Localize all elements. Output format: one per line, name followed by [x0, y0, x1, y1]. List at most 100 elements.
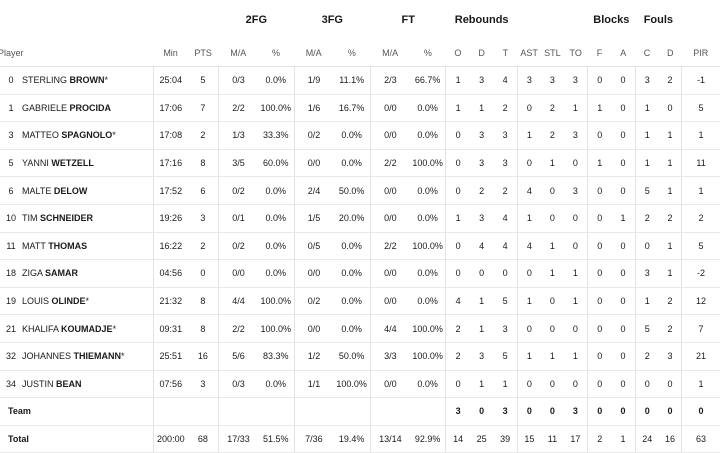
cell-2fg-ma: 2/2 [218, 314, 258, 343]
cell-blk-a: 0 [611, 232, 636, 261]
player-cell[interactable]: 1 GABRIELE PROCIDA [0, 94, 154, 123]
player-cell[interactable]: 18 ZIGA SAMAR [0, 259, 154, 288]
col-reb-o[interactable]: O [445, 40, 470, 67]
table-row: 34 JUSTIN BEAN 07:56 3 0/3 0.0% 1/1 100.0% 0/0 0.… [0, 370, 720, 399]
team-foul-d: 0 [658, 397, 682, 426]
total-reb-o: 14 [445, 425, 470, 453]
player-cell[interactable]: 32 JOHANNES THIEMANN* [0, 342, 154, 371]
team-reb-t: 3 [493, 397, 518, 426]
cell-foul-c: 3 [634, 259, 659, 288]
player-last-name: BEAN [56, 378, 82, 389]
cell-ft-pct: 0.0% [409, 204, 446, 233]
col-min[interactable]: Min [153, 40, 188, 67]
col-foul-d[interactable]: D [658, 40, 682, 67]
cell-ast: 1 [516, 204, 542, 233]
cell-ft-ma: 2/2 [370, 149, 410, 178]
col-reb-t[interactable]: T [493, 40, 518, 67]
cell-foul-d: 0 [658, 370, 682, 399]
cell-foul-d: 2 [658, 204, 682, 233]
total-reb-d: 25 [469, 425, 494, 453]
cell-min: 17:08 [153, 121, 188, 150]
player-cell[interactable]: 11 MATT THOMAS [0, 232, 154, 261]
cell-reb-o: 2 [445, 314, 470, 343]
cell-reb-o: 2 [445, 342, 470, 371]
player-cell[interactable]: 19 LOUIS OLINDE* [0, 287, 154, 316]
col-reb-d[interactable]: D [469, 40, 494, 67]
cell-reb-d: 2 [469, 176, 494, 205]
cell-ft-pct: 100.0% [409, 149, 446, 178]
player-cell[interactable]: 10 TIM SCHNEIDER [0, 204, 154, 233]
col-blk-a[interactable]: A [611, 40, 636, 67]
cell-ast: 0 [516, 94, 542, 123]
cell-to: 1 [563, 287, 588, 316]
cell-foul-c: 2 [634, 204, 659, 233]
player-first-name: MATT [22, 240, 46, 251]
total-foul-d: 16 [658, 425, 682, 453]
cell-reb-o: 1 [445, 204, 470, 233]
cell-foul-d: 2 [658, 287, 682, 316]
player-cell[interactable]: 6 MALTE DELOW [0, 176, 154, 205]
cell-min: 25:51 [153, 342, 188, 371]
cell-to: 0 [563, 149, 588, 178]
cell-3fg-ma: 0/2 [293, 287, 334, 316]
col-stl[interactable]: STL [541, 40, 564, 67]
player-first-name: STERLING [22, 75, 68, 86]
cell-foul-c: 5 [634, 314, 659, 343]
cell-pir: 1 [681, 370, 720, 399]
total-blk-f: 2 [587, 425, 612, 453]
table-row: 0 STERLING BROWN* 25:04 5 0/3 0.0% 1/9 11.1% 2/3… [0, 66, 720, 95]
col-3fg-pct[interactable]: % [333, 40, 371, 67]
cell-reb-d: 3 [469, 204, 494, 233]
col-blk-f[interactable]: F [587, 40, 612, 67]
col-3fg-ma[interactable]: M/A [294, 40, 334, 67]
cell-ft-pct: 0.0% [409, 370, 446, 399]
team-pir: 0 [681, 397, 720, 426]
player-cell[interactable]: 3 MATTEO SPAGNOLO* [0, 121, 154, 150]
player-first-name: JOHANNES [22, 351, 72, 362]
cell-stl: 0 [541, 314, 564, 343]
cell-blk-f: 0 [587, 370, 612, 399]
player-cell[interactable]: 0 STERLING BROWN* [0, 66, 154, 95]
cell-reb-o: 0 [445, 232, 470, 261]
player-cell[interactable]: 34 JUSTIN BEAN [0, 370, 154, 399]
cell-stl: 2 [541, 94, 564, 123]
cell-foul-d: 1 [658, 259, 682, 288]
col-ft-pct[interactable]: % [409, 40, 446, 67]
player-cell[interactable]: 5 YANNI WETZELL [0, 149, 154, 178]
cell-blk-a: 0 [611, 66, 636, 95]
group-fouls: Fouls [643, 14, 674, 26]
group-rebounds: Rebounds [454, 14, 509, 26]
cell-stl: 1 [541, 149, 564, 178]
cell-ft-pct: 0.0% [409, 259, 446, 288]
col-foul-c[interactable]: C [635, 40, 659, 67]
cell-2fg-ma: 0/0 [218, 259, 258, 288]
col-ft-ma[interactable]: M/A [370, 40, 410, 67]
col-pir[interactable]: PIR [681, 40, 720, 67]
cell-foul-d: 2 [658, 314, 682, 343]
col-2fg-pct[interactable]: % [257, 40, 295, 67]
cell-pts: 0 [187, 259, 219, 288]
cell-blk-f: 1 [587, 94, 612, 123]
total-row: Total 200:00 68 17/33 51.5% 7/36 19.4% 1… [0, 425, 720, 453]
col-ast[interactable]: AST [517, 40, 542, 67]
player-first-name: YANNI [22, 158, 49, 169]
col-2fg-ma[interactable]: M/A [218, 40, 258, 67]
cell-to: 0 [563, 314, 588, 343]
cell-foul-c: 0 [634, 370, 659, 399]
team-to: 3 [563, 397, 588, 426]
col-to[interactable]: TO [563, 40, 588, 67]
total-foul-c: 24 [634, 425, 659, 453]
cell-2fg-pct: 0.0% [257, 176, 295, 205]
cell-min: 19:26 [153, 204, 188, 233]
cell-3fg-ma: 0/5 [293, 232, 334, 261]
cell-blk-f: 0 [587, 259, 612, 288]
cell-ft-ma: 4/4 [370, 314, 410, 343]
cell-foul-c: 3 [634, 66, 659, 95]
player-cell[interactable]: 21 KHALIFA KOUMADJE* [0, 314, 154, 343]
group-3fg: 3FG [321, 14, 343, 26]
cell-ft-ma: 0/0 [370, 176, 410, 205]
cell-reb-o: 4 [445, 287, 470, 316]
cell-min: 09:31 [153, 314, 188, 343]
col-pts[interactable]: PTS [187, 40, 219, 67]
col-player[interactable]: Player [0, 40, 154, 67]
